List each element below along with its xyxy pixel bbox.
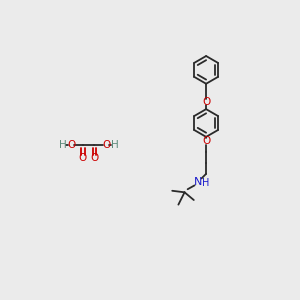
Text: O: O (67, 140, 76, 150)
Text: O: O (202, 97, 210, 107)
Text: O: O (102, 140, 110, 150)
Text: O: O (202, 136, 210, 146)
Text: O: O (79, 153, 87, 163)
Text: H: H (202, 178, 210, 188)
Text: H: H (111, 140, 119, 150)
Text: O: O (90, 153, 99, 163)
Text: H: H (59, 140, 67, 150)
Text: N: N (194, 176, 202, 187)
